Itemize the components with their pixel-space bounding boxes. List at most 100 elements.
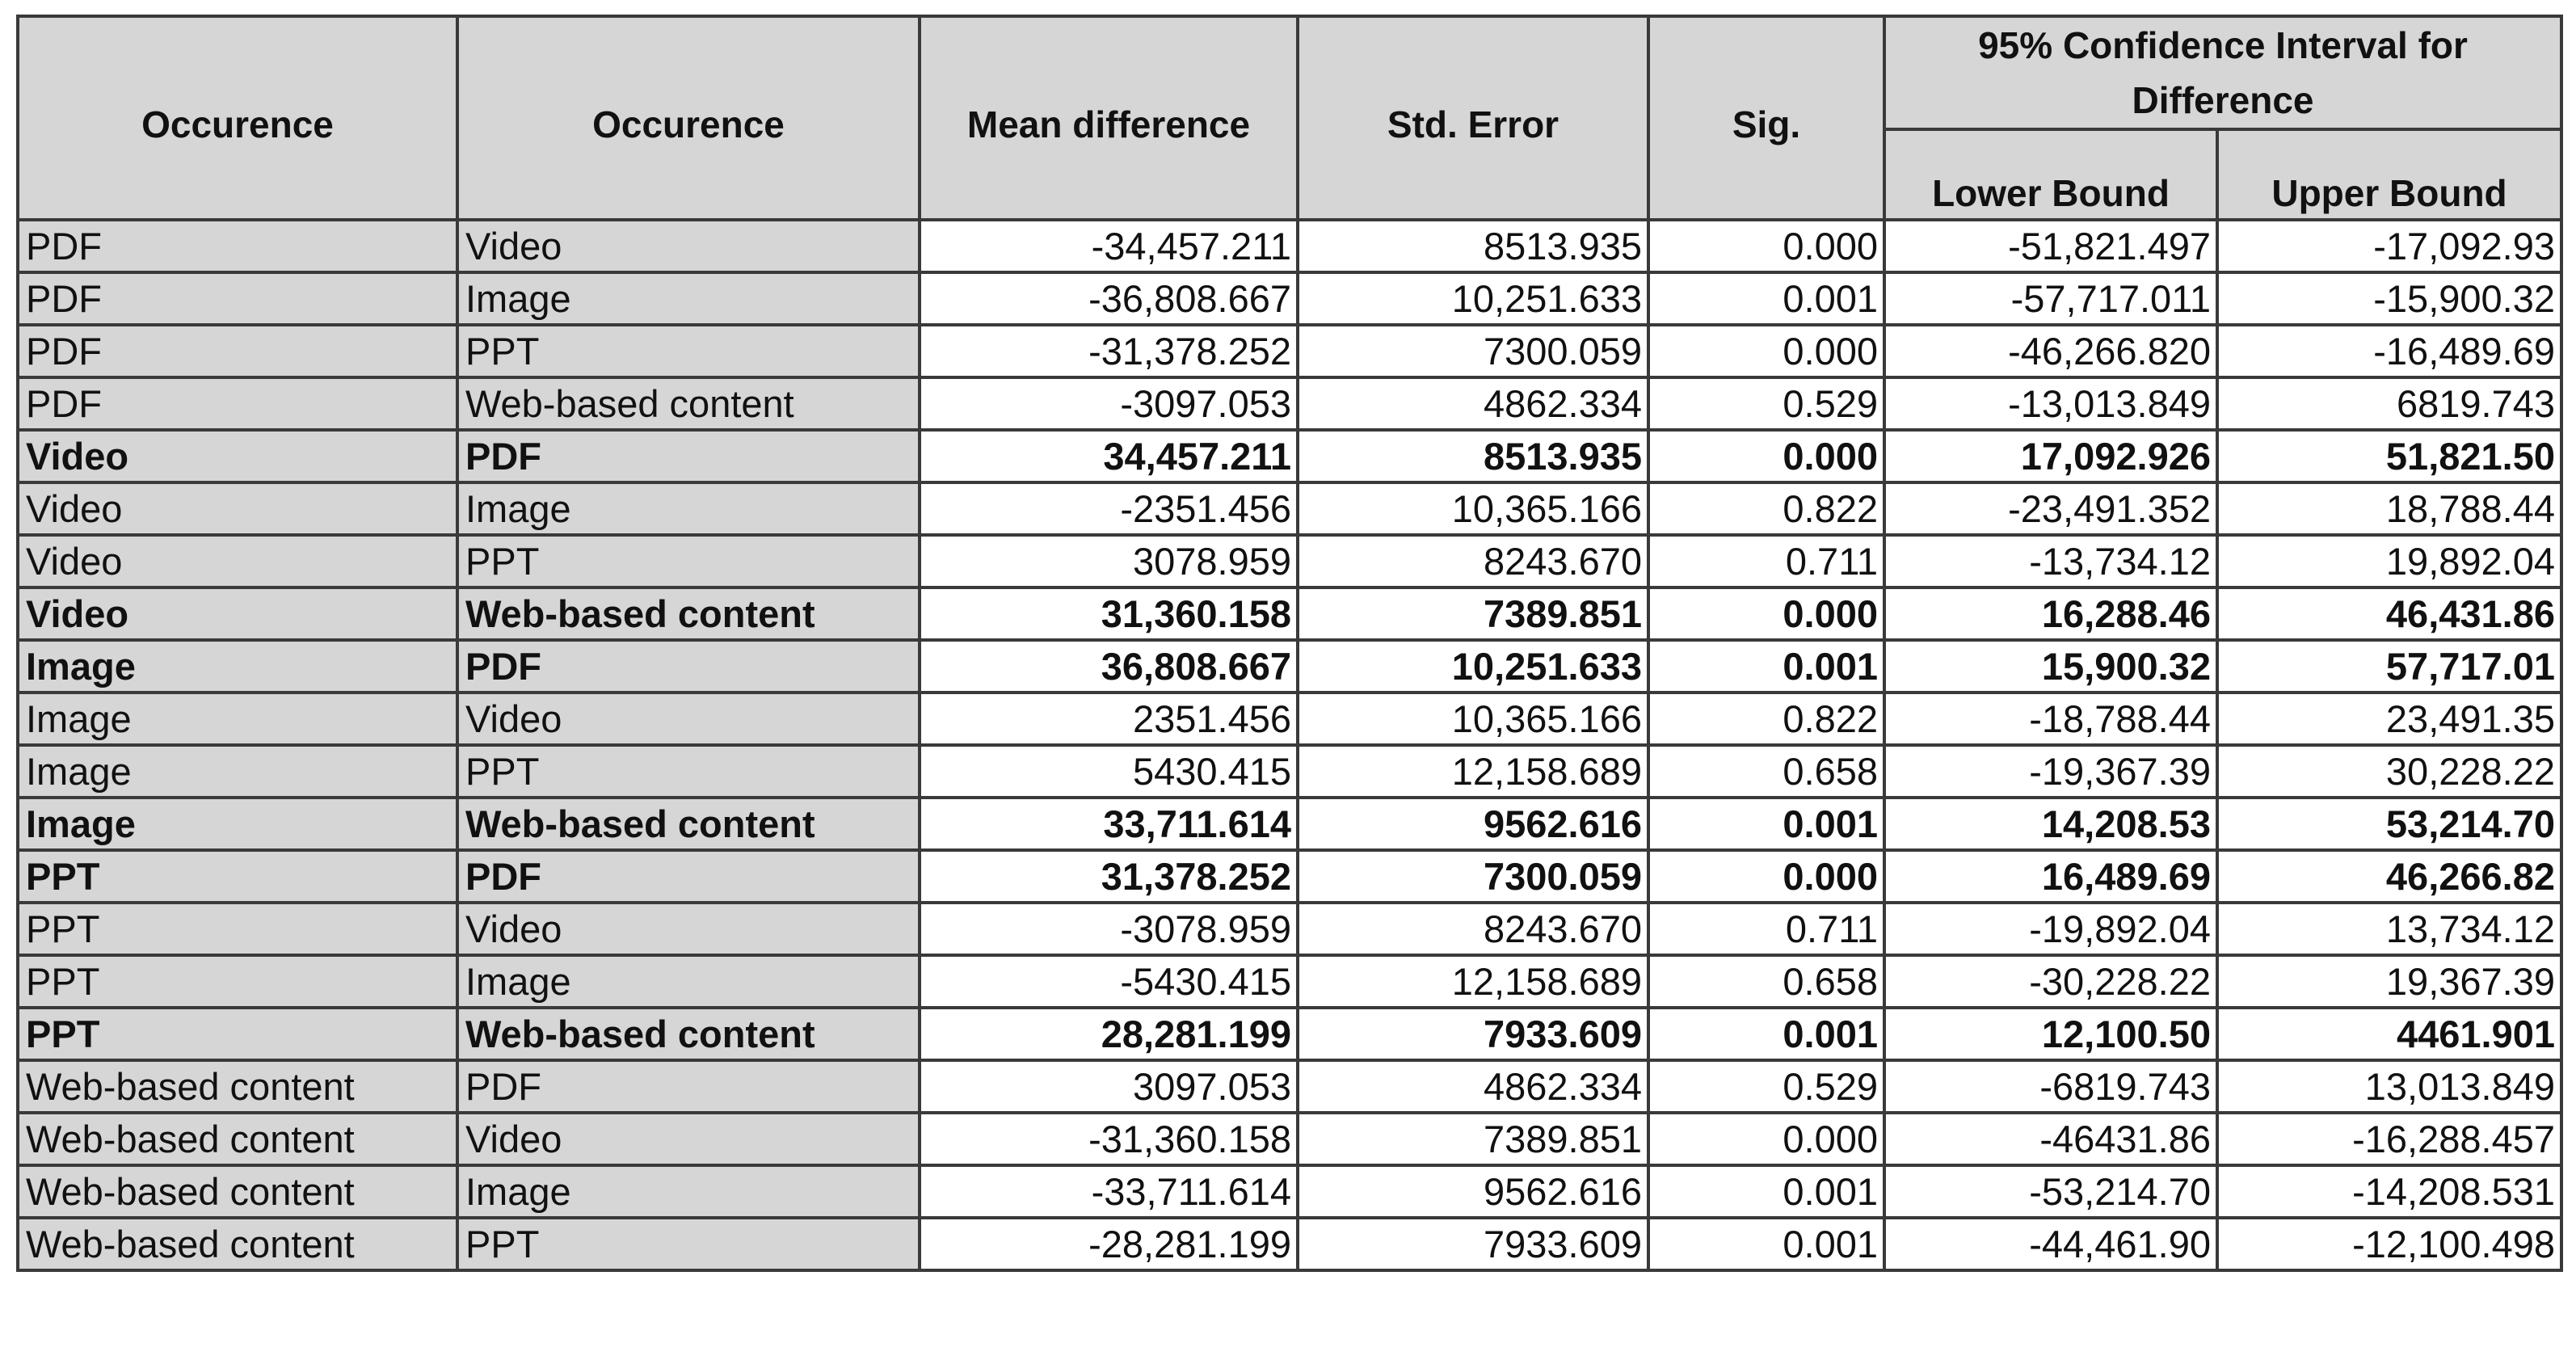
cell-occurence-2: PDF [456,428,921,484]
cell-lower-bound: 16,288.46 [1883,586,2219,642]
cell-occurence-1: Video [16,481,459,537]
header-ci-line-1: 95% Confidence Interval for [1978,24,2468,66]
cell-std-error: 8513.935 [1296,218,1650,274]
cell-occurence-1: PPT [16,848,459,904]
cell-occurence-1: Image [16,743,459,799]
cell-std-error: 7300.059 [1296,323,1650,379]
cell-sig: 0.001 [1647,271,1886,326]
cell-mean-difference: -34,457.211 [918,218,1299,274]
header-occurence-2: Occurence [456,15,921,221]
comparison-table-container: Occurence Occurence Mean difference Std.… [16,15,2564,1272]
header-confidence-interval: 95% Confidence Interval for Difference [1882,15,2564,131]
cell-std-error: 7933.609 [1296,1006,1650,1062]
cell-lower-bound: -57,717.011 [1883,271,2219,326]
cell-upper-bound: 46,431.86 [2215,586,2564,642]
cell-lower-bound: -6819.743 [1883,1059,2219,1114]
cell-std-error: 10,251.633 [1296,271,1650,326]
cell-occurence-2: PPT [456,743,921,799]
cell-upper-bound: 19,367.39 [2215,954,2564,1009]
cell-upper-bound: -15,900.32 [2215,271,2564,326]
cell-upper-bound: 18,788.44 [2215,481,2564,537]
cell-upper-bound: -16,288.457 [2215,1111,2564,1167]
cell-occurence-1: Video [16,428,459,484]
cell-upper-bound: 19,892.04 [2215,533,2564,589]
cell-std-error: 9562.616 [1296,1164,1650,1219]
cell-std-error: 9562.616 [1296,796,1650,852]
cell-sig: 0.000 [1647,848,1886,904]
cell-mean-difference: 31,360.158 [918,586,1299,642]
cell-std-error: 7300.059 [1296,848,1650,904]
cell-lower-bound: -53,214.70 [1883,1164,2219,1219]
cell-occurence-1: Web-based content [16,1111,459,1167]
header-row-top: Occurence Occurence Mean difference Std.… [16,15,2564,221]
cell-sig: 0.822 [1647,691,1886,747]
cell-occurence-2: Image [456,954,921,1009]
table-row: PDF Web-based content -3097.053 4862.334 0.5… [16,376,2564,432]
header-row-bottom: Lower Bound Upper Bound [18,128,2564,221]
cell-lower-bound: 15,900.32 [1883,638,2219,694]
cell-lower-bound: -44,461.90 [1883,1216,2219,1272]
cell-upper-bound: 30,228.22 [2215,743,2564,799]
cell-sig: 0.001 [1647,796,1886,852]
cell-occurence-1: Web-based content [16,1216,459,1272]
cell-upper-bound: 13,013.849 [2215,1059,2564,1114]
cell-occurence-1: Web-based content [16,1059,459,1114]
cell-lower-bound: -23,491.352 [1883,481,2219,537]
cell-std-error: 10,365.166 [1296,481,1650,537]
cell-mean-difference: -2351.456 [918,481,1299,537]
cell-lower-bound: 12,100.50 [1883,1006,2219,1062]
cell-std-error: 8243.670 [1296,533,1650,589]
cell-sig: 0.000 [1647,428,1886,484]
cell-mean-difference: 5430.415 [918,743,1299,799]
cell-sig: 0.658 [1647,954,1886,1009]
cell-upper-bound: 57,717.01 [2215,638,2564,694]
cell-mean-difference: -3078.959 [918,901,1299,957]
cell-upper-bound: 13,734.12 [2215,901,2564,957]
cell-std-error: 12,158.689 [1296,954,1650,1009]
cell-occurence-2: PPT [456,1216,921,1272]
cell-lower-bound: -51,821.497 [1883,218,2219,274]
cell-sig: 0.822 [1647,481,1886,537]
cell-occurence-1: PPT [16,901,459,957]
cell-mean-difference: 34,457.211 [918,428,1299,484]
cell-std-error: 7933.609 [1296,1216,1650,1272]
cell-upper-bound: 46,266.82 [2215,848,2564,904]
cell-mean-difference: -28,281.199 [918,1216,1299,1272]
cell-lower-bound: -19,367.39 [1883,743,2219,799]
table-row: Image PPT 5430.415 12,158.689 0.658 -19,367.3… [16,743,2564,799]
cell-occurence-2: PPT [456,323,921,379]
cell-mean-difference: -5430.415 [918,954,1299,1009]
cell-lower-bound: 14,208.53 [1883,796,2219,852]
cell-occurence-2: Image [456,481,921,537]
cell-occurence-2: Web-based content [456,586,921,642]
cell-mean-difference: -33,711.614 [918,1164,1299,1219]
cell-sig: 0.711 [1647,901,1886,957]
cell-sig: 0.000 [1647,218,1886,274]
table-row: Web-based content PDF 3097.053 4862.334 0.52… [16,1059,2564,1114]
cell-occurence-1: Video [16,533,459,589]
header-std-error: Std. Error [1296,15,1650,221]
header-ci-line-2: Difference [2132,79,2314,121]
cell-upper-bound: 51,821.50 [2215,428,2564,484]
cell-occurence-2: Web-based content [456,796,921,852]
cell-mean-difference: 3097.053 [918,1059,1299,1114]
cell-mean-difference: -36,808.667 [918,271,1299,326]
table-row: PDF PPT -31,378.252 7300.059 0.000 -46,266.82… [16,323,2564,379]
cell-lower-bound: -13,734.12 [1883,533,2219,589]
cell-lower-bound: -30,228.22 [1883,954,2219,1009]
cell-mean-difference: 2351.456 [918,691,1299,747]
cell-occurence-1: Video [16,586,459,642]
cell-sig: 0.658 [1647,743,1886,799]
table-row: PPT PDF 31,378.252 7300.059 0.000 16,489.69 46… [16,848,2564,904]
cell-sig: 0.001 [1647,1006,1886,1062]
cell-occurence-2: Image [456,271,921,326]
cell-lower-bound: 16,489.69 [1883,848,2219,904]
cell-std-error: 12,158.689 [1296,743,1650,799]
table-row: Web-based content Video -31,360.158 7389.85… [16,1111,2564,1167]
cell-upper-bound: 4461.901 [2215,1006,2564,1062]
cell-occurence-1: PPT [16,954,459,1009]
pairwise-comparison-table: Occurence Occurence Mean difference Std.… [16,15,2564,1272]
cell-occurence-2: Web-based content [456,1006,921,1062]
cell-sig: 0.529 [1647,376,1886,432]
cell-std-error: 7389.851 [1296,586,1650,642]
